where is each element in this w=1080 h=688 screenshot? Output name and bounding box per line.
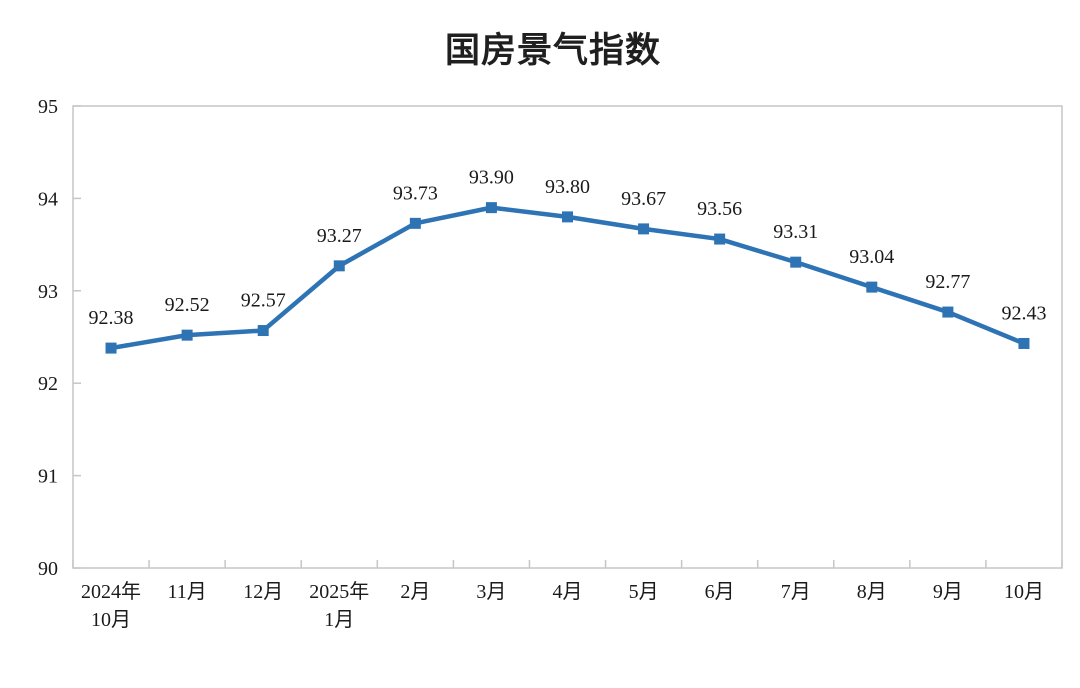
data-point-label: 92.52 [165,294,210,316]
data-point-marker [257,325,269,337]
x-tick-label: 9月 [933,581,963,603]
data-point-marker [485,202,497,214]
y-tick-label: 93 [38,281,58,303]
data-point-label: 92.38 [89,307,134,329]
series-line [108,205,1027,351]
data-point-marker [181,329,193,341]
x-tick-label: 10月 [91,609,131,631]
data-point-label: 93.73 [393,182,438,204]
plot-border [72,105,1063,569]
data-point-label: 93.80 [545,176,590,198]
x-tick-label: 7月 [781,581,811,603]
x-tick-label: 1月 [324,609,354,631]
x-tick-label: 4月 [553,581,583,603]
y-tick-label: 90 [38,558,58,580]
data-point-label: 92.43 [1001,302,1046,324]
y-tick-label: 91 [38,466,58,488]
data-point-label: 93.04 [849,246,894,268]
x-tick-label: 10月 [1004,581,1044,603]
data-point-label: 92.57 [241,290,286,312]
y-tick-label: 92 [38,373,58,395]
data-point-marker [866,281,878,293]
data-point-marker [105,342,117,354]
data-point-label: 93.31 [773,221,818,243]
data-point-label: 93.56 [697,198,742,220]
data-point-label: 93.67 [621,188,666,210]
data-point-marker [409,217,421,229]
data-point-marker [942,306,954,318]
x-tick-label: 6月 [705,581,735,603]
x-tick-label: 2025年 [309,580,369,603]
y-tick-label: 94 [38,188,58,210]
data-point-label: 92.77 [925,271,970,293]
x-tick-label: 2月 [400,581,430,603]
data-point-marker [333,260,345,272]
x-tick-label: 3月 [476,581,506,603]
x-tick-label: 2024年 [81,580,141,603]
x-tick-label: 12月 [243,581,283,603]
x-tick-label: 8月 [857,581,887,603]
data-point-marker [562,211,573,223]
data-point-marker [1018,337,1030,349]
x-tick-label: 5月 [629,581,659,603]
chart-title: 国房景气指数 [444,31,661,70]
data-point-marker [638,223,650,235]
data-point-label: 93.27 [317,225,362,247]
data-point-marker [790,256,802,268]
data-point-marker [714,233,726,245]
data-point-label: 93.90 [469,167,514,189]
x-tick-label: 11月 [167,581,206,603]
y-tick-label: 95 [38,96,58,118]
